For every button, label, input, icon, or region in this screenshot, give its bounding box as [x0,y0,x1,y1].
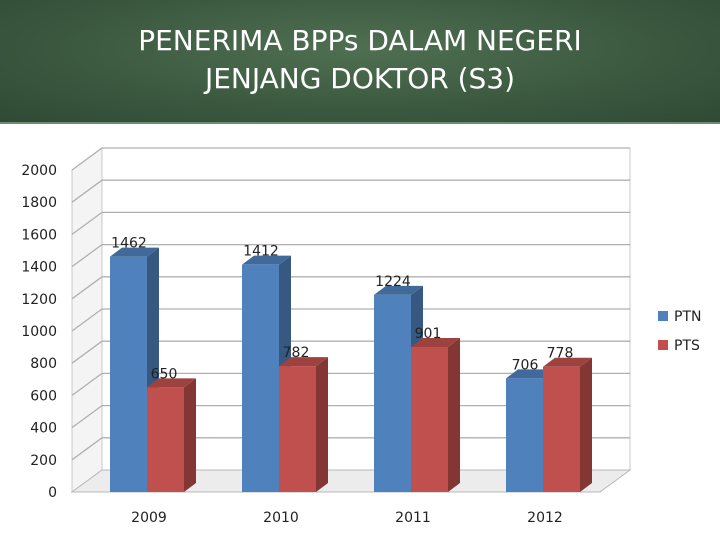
bar-front [374,294,411,492]
bar-side [184,378,196,492]
y-tick-label: 1000 [21,324,57,340]
y-axis-ticks: 0 200 400 600 800 1000 1200 1400 1600 1800 2000 [21,163,57,501]
bar-top [374,285,423,295]
bar-top [279,357,328,367]
gridline [71,243,630,268]
legend-item-ptn: PTN [658,309,701,325]
gridline [71,308,630,332]
chart-title-line-1: PENERIMA BPPs DALAM NEGERI [138,24,582,57]
title-banner: PENERIMA BPPs DALAM NEGERI JENJANG DOKTO… [0,0,720,124]
chart-title-line-2: JENJANG DOKTOR (S3) [204,62,516,95]
chart-title: PENERIMA BPPs DALAM NEGERI JENJANG DOKTO… [0,22,720,98]
y-tick-label: 1200 [21,292,57,308]
x-tick-label: 2010 [263,510,299,526]
x-tick-label: 2012 [527,510,563,526]
bar-pts-2012 [543,357,592,492]
bar-front [543,366,580,492]
bar-top [110,247,159,257]
x-axis-ticks: 2009 2010 2011 2012 [131,510,563,526]
gridline [71,179,630,203]
legend: PTN PTS [658,309,701,354]
gridline [71,211,630,235]
legend-label: PTN [674,309,701,325]
legend-swatch [658,311,668,321]
legend-item-pts: PTS [658,338,700,354]
gridline [71,276,630,300]
data-label-pts-2009: 650 [151,366,178,382]
y-tick-label: 400 [30,421,57,437]
y-tick-label: 800 [30,356,57,372]
bar-top [411,337,460,347]
bar-top [242,255,291,265]
y-tick-label: 200 [30,453,57,469]
bar-front [506,378,543,492]
bar-top [506,369,555,379]
bar-top [147,378,196,388]
data-label-ptn-2009: 1462 [111,236,147,252]
bar-front [242,264,279,492]
bar-front [110,256,147,492]
bar-pts-2010 [279,357,328,492]
data-label-ptn-2012: 706 [512,357,539,373]
data-label-pts-2010: 782 [283,345,310,361]
bar-front [411,346,448,492]
gridline [71,147,630,171]
data-labels: 1462 650 1412 782 1224 901 706 778 [111,236,573,383]
y-tick-label: 1600 [21,227,57,243]
data-label-pts-2012: 778 [547,346,574,362]
bar-side [448,337,460,492]
legend-swatch [658,340,668,350]
y-tick-label: 1800 [21,195,57,211]
bar-side [316,357,328,492]
bar-pts-2009 [147,378,196,492]
bar-pts-2011 [411,337,460,492]
y-tick-label: 2000 [21,163,57,179]
y-tick-label: 600 [30,388,57,404]
y-tick-label: 0 [48,485,57,501]
x-tick-label: 2009 [131,510,167,526]
data-label-pts-2011: 901 [415,326,442,342]
bar-side [580,357,592,492]
data-label-ptn-2011: 1224 [375,274,411,290]
bar-front [279,366,316,492]
data-label-ptn-2010: 1412 [243,244,279,260]
y-tick-label: 1400 [21,260,57,276]
legend-label: PTS [674,338,700,354]
bar-front [147,387,184,492]
x-tick-label: 2011 [395,510,431,526]
bar-top [543,357,592,367]
bars [110,247,592,492]
